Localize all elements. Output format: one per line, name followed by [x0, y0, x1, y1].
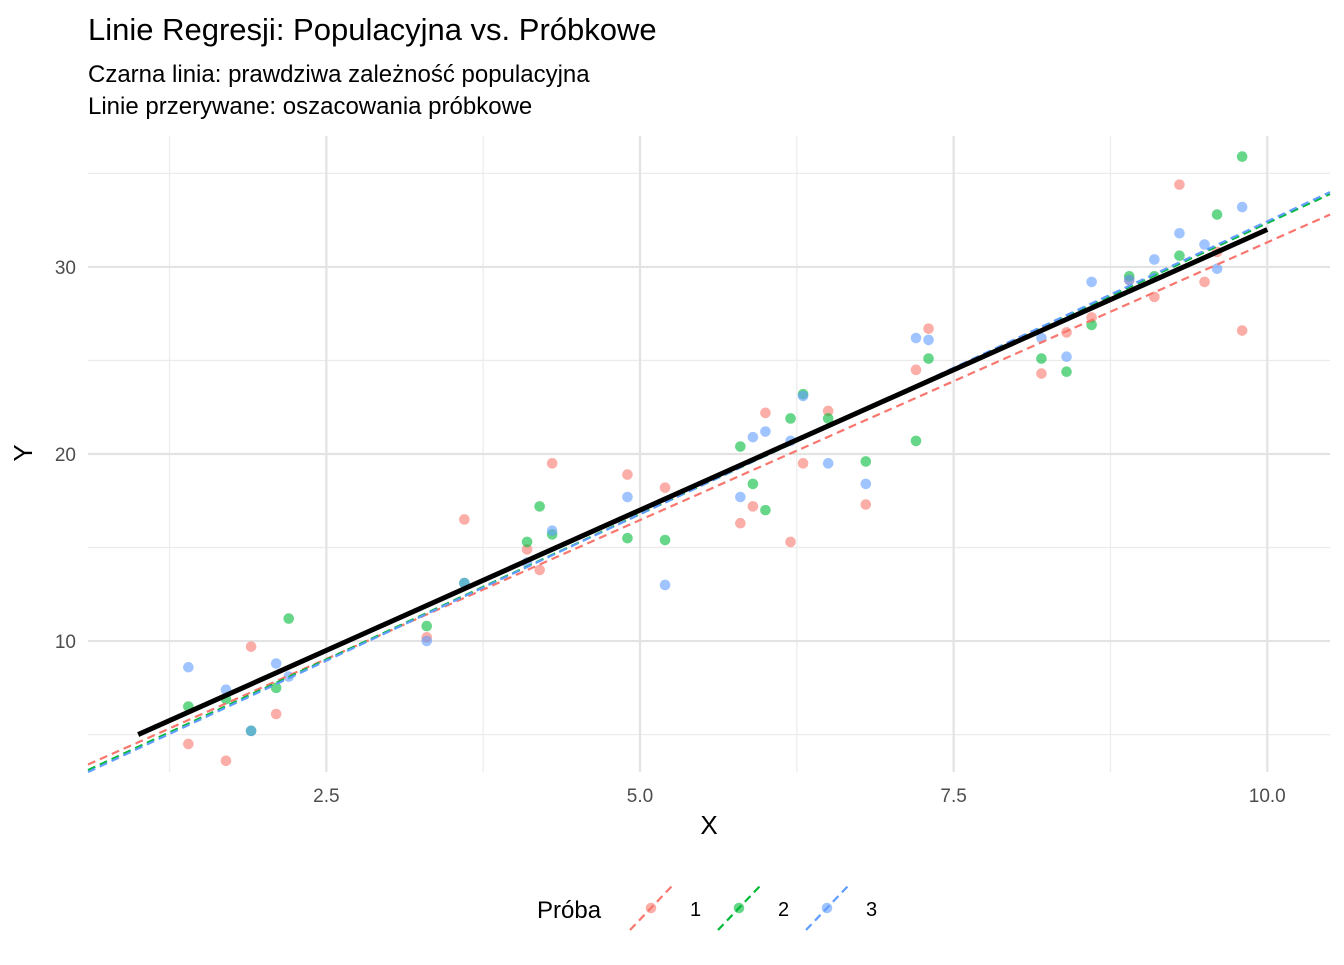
regression-lines — [87, 191, 1331, 773]
data-point-series-3 — [1199, 239, 1210, 250]
data-point-series-2 — [659, 534, 671, 546]
data-point-series-2 — [760, 504, 771, 516]
sample-regression-line-2 — [87, 192, 1331, 772]
data-point-series-3 — [822, 458, 834, 469]
y-tick-label: 30 — [55, 258, 76, 279]
data-point-series-2 — [270, 682, 282, 694]
data-point-series-3 — [1174, 227, 1185, 239]
x-tick-label: 2.5 — [313, 786, 339, 807]
sample-regression-line-3 — [87, 191, 1331, 773]
data-point-series-2 — [622, 532, 633, 544]
data-point-series-1 — [860, 499, 872, 510]
legend-key-point — [733, 902, 745, 914]
scatter-points — [183, 151, 1248, 767]
legend: Próba 1 2 3 — [537, 885, 877, 931]
data-point-series-3 — [245, 725, 257, 737]
data-point-series-1 — [910, 364, 922, 376]
data-point-series-1 — [797, 458, 809, 469]
x-tick-label: 10.0 — [1249, 786, 1286, 807]
data-point-series-3 — [421, 635, 433, 647]
data-point-series-3 — [1061, 351, 1072, 363]
data-point-series-2 — [283, 613, 295, 624]
data-point-series-3 — [1211, 263, 1223, 275]
data-point-series-2 — [910, 435, 922, 447]
data-point-series-3 — [1123, 274, 1135, 286]
data-point-series-2 — [521, 536, 533, 548]
x-axis-label: X — [700, 810, 717, 840]
data-point-series-3 — [747, 431, 759, 443]
data-point-series-1 — [546, 458, 558, 469]
data-point-series-3 — [1086, 276, 1097, 288]
data-point-series-3 — [735, 491, 746, 503]
data-point-series-2 — [860, 456, 872, 467]
data-point-series-3 — [923, 334, 934, 346]
data-point-series-1 — [735, 517, 746, 529]
data-point-series-2 — [1061, 366, 1072, 377]
data-point-series-1 — [1174, 179, 1185, 190]
data-point-series-1 — [785, 536, 796, 548]
data-point-series-1 — [622, 469, 633, 480]
data-point-series-1 — [747, 501, 759, 512]
legend-item-1: 1 — [629, 885, 701, 931]
data-point-series-3 — [860, 478, 872, 490]
data-point-series-2 — [421, 620, 433, 632]
data-point-series-3 — [659, 579, 671, 591]
x-tick-label: 5.0 — [627, 786, 653, 807]
chart-subtitle-line-1: Czarna linia: prawdziwa zależność popula… — [88, 61, 590, 88]
data-point-series-2 — [1036, 353, 1047, 364]
data-point-series-3 — [622, 491, 633, 503]
population-regression-line — [137, 227, 1269, 737]
data-point-series-1 — [220, 755, 232, 767]
legend-label: 2 — [778, 899, 789, 921]
y-tick-label: 20 — [55, 445, 76, 466]
data-point-series-1 — [1236, 325, 1248, 336]
data-point-series-1 — [923, 323, 934, 334]
legend-title: Próba — [537, 897, 602, 924]
data-point-series-1 — [659, 482, 671, 493]
grid — [88, 136, 1330, 772]
data-point-series-2 — [785, 413, 796, 424]
data-point-series-2 — [1174, 250, 1185, 262]
data-point-series-2 — [1211, 209, 1223, 220]
data-point-series-1 — [822, 405, 834, 417]
data-point-series-1 — [270, 708, 282, 720]
data-point-series-1 — [459, 514, 470, 525]
data-point-series-1 — [534, 564, 545, 576]
data-point-series-1 — [1036, 368, 1047, 379]
legend-label: 3 — [866, 899, 877, 921]
data-point-series-1 — [521, 544, 533, 555]
data-point-series-1 — [1199, 276, 1210, 288]
data-point-series-3 — [1149, 254, 1160, 265]
data-point-series-3 — [270, 658, 282, 669]
y-axis-label: Y — [8, 444, 38, 461]
data-point-series-2 — [747, 478, 759, 490]
legend-label: 1 — [690, 899, 701, 921]
data-point-series-2 — [735, 441, 746, 452]
data-point-series-3 — [797, 390, 809, 402]
data-point-series-1 — [183, 738, 194, 750]
data-point-series-2 — [923, 353, 934, 364]
sample-regression-line-1 — [87, 213, 1331, 766]
data-point-series-3 — [760, 426, 771, 437]
data-point-series-3 — [183, 661, 194, 673]
axis-ticks: 2.5 5.0 7.5 10.0 10 20 30 — [55, 258, 1286, 807]
legend-item-3: 3 — [805, 885, 877, 931]
y-tick-label: 10 — [55, 632, 76, 653]
data-point-series-3 — [1236, 201, 1248, 213]
data-point-series-2 — [822, 413, 834, 424]
chart-subtitle-line-2: Linie przerywane: oszacowania próbkowe — [88, 93, 532, 120]
data-point-series-2 — [1236, 151, 1248, 162]
data-point-series-2 — [534, 501, 545, 512]
data-point-series-1 — [245, 641, 257, 652]
x-tick-label: 7.5 — [940, 786, 966, 807]
data-point-series-3 — [910, 332, 922, 344]
data-point-series-3 — [546, 525, 558, 536]
legend-key-point — [821, 902, 833, 914]
legend-key-point — [645, 902, 657, 914]
data-point-series-1 — [760, 407, 771, 419]
legend-item-2: 2 — [717, 885, 789, 931]
chart-title: Linie Regresji: Populacyjna vs. Próbkowe — [88, 12, 657, 47]
